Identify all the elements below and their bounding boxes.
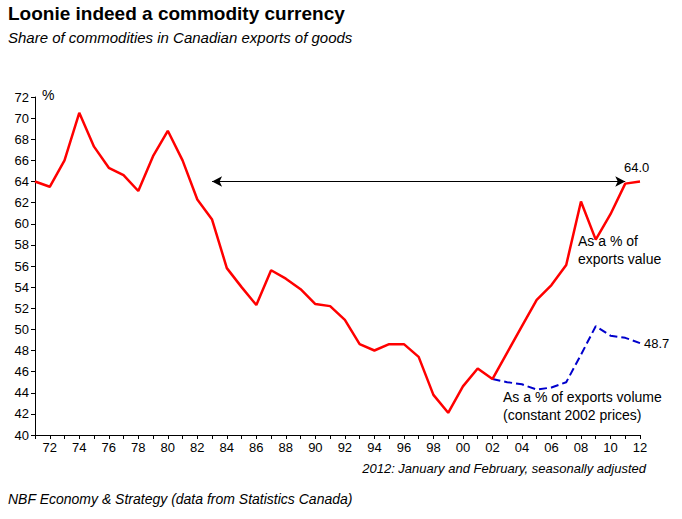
svg-text:48.7: 48.7 [644, 336, 669, 351]
svg-text:04: 04 [515, 440, 529, 455]
svg-text:58: 58 [15, 237, 29, 252]
svg-text:78: 78 [131, 440, 145, 455]
svg-text:08: 08 [574, 440, 588, 455]
svg-text:2012: January and February, se: 2012: January and February, seasonally a… [361, 461, 647, 476]
svg-text:42: 42 [15, 406, 29, 421]
svg-text:As a % of: As a % of [578, 233, 638, 249]
svg-text:10: 10 [603, 440, 617, 455]
svg-text:68: 68 [15, 132, 29, 147]
svg-text:88: 88 [279, 440, 293, 455]
svg-text:66: 66 [15, 153, 29, 168]
svg-text:90: 90 [308, 440, 322, 455]
svg-text:48: 48 [15, 343, 29, 358]
svg-text:%: % [42, 87, 54, 103]
svg-text:50: 50 [15, 322, 29, 337]
svg-text:NBF Economy & Strategy (data f: NBF Economy & Strategy (data from Statis… [8, 491, 352, 507]
svg-text:72: 72 [15, 90, 29, 105]
svg-text:Loonie indeed a commodity curr: Loonie indeed a commodity currency [8, 3, 345, 24]
svg-text:56: 56 [15, 259, 29, 274]
svg-text:92: 92 [338, 440, 352, 455]
svg-text:86: 86 [249, 440, 263, 455]
svg-text:76: 76 [102, 440, 116, 455]
svg-text:06: 06 [544, 440, 558, 455]
svg-text:60: 60 [15, 216, 29, 231]
svg-text:72: 72 [43, 440, 57, 455]
svg-text:98: 98 [426, 440, 440, 455]
svg-text:54: 54 [15, 280, 29, 295]
svg-text:82: 82 [190, 440, 204, 455]
svg-text:02: 02 [485, 440, 499, 455]
svg-text:As a % of exports volume: As a % of exports volume [503, 389, 662, 405]
svg-text:70: 70 [15, 111, 29, 126]
svg-text:64: 64 [15, 174, 29, 189]
svg-text:96: 96 [397, 440, 411, 455]
svg-text:Share of commodities in Canadi: Share of commodities in Canadian exports… [8, 29, 353, 46]
svg-text:40: 40 [15, 428, 29, 443]
svg-text:(constant 2002 prices): (constant 2002 prices) [503, 407, 642, 423]
svg-text:62: 62 [15, 195, 29, 210]
svg-text:exports value: exports value [578, 251, 661, 267]
svg-text:46: 46 [15, 364, 29, 379]
svg-text:00: 00 [456, 440, 470, 455]
svg-text:52: 52 [15, 301, 29, 316]
svg-text:80: 80 [161, 440, 175, 455]
svg-text:64.0: 64.0 [624, 160, 649, 175]
svg-text:84: 84 [220, 440, 234, 455]
svg-text:94: 94 [367, 440, 381, 455]
svg-text:44: 44 [15, 385, 29, 400]
svg-text:74: 74 [72, 440, 86, 455]
svg-text:12: 12 [633, 440, 647, 455]
